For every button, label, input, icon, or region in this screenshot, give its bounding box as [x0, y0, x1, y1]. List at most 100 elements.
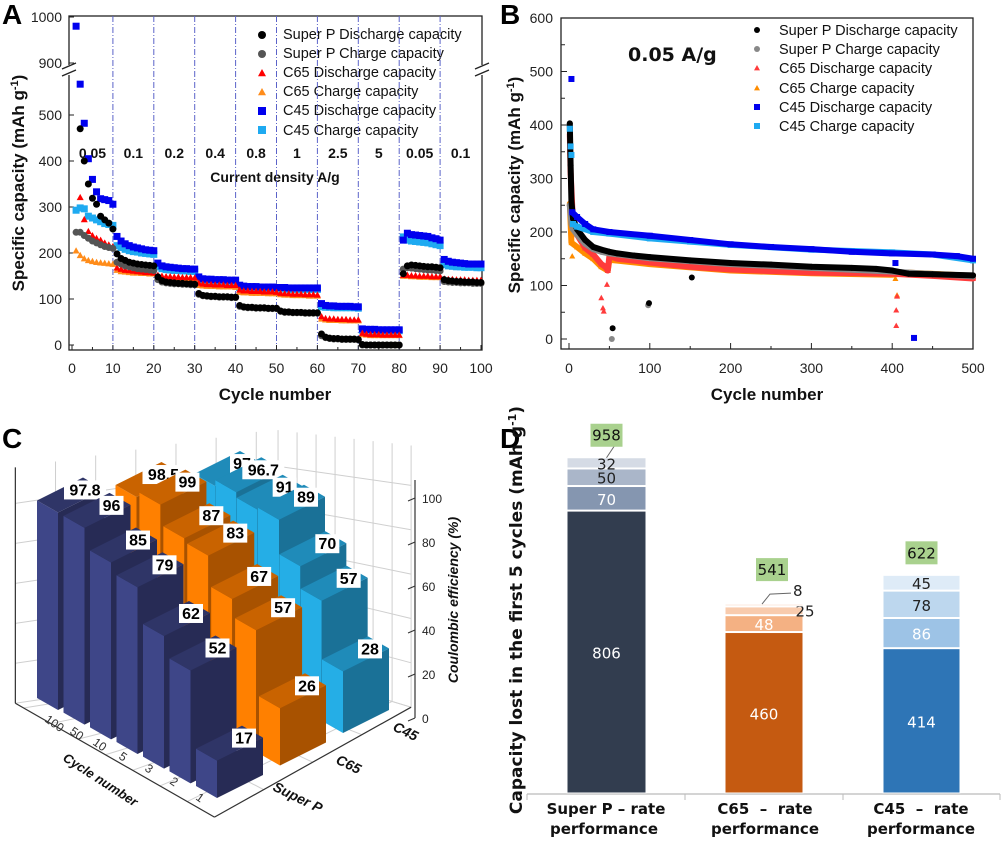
data-point	[465, 260, 473, 268]
data-point	[606, 248, 613, 255]
data-point	[970, 255, 976, 262]
bar-value-box	[336, 568, 361, 588]
legend-marker	[754, 65, 760, 71]
data-point	[215, 276, 223, 284]
data-point	[191, 265, 199, 273]
data-point	[80, 215, 88, 223]
panel-b-ylabel-main: Specific capacity (mAh g	[505, 92, 524, 293]
x-tick-label: 0	[565, 360, 573, 376]
data-point	[395, 326, 403, 334]
grid-line	[272, 464, 412, 486]
axis-break-mark	[61, 69, 77, 77]
z-tick-label: 20	[422, 668, 436, 682]
data-point	[599, 304, 606, 311]
panel-b-ylabel-sup: -1	[505, 82, 517, 92]
data-point	[566, 125, 573, 132]
data-point	[244, 283, 252, 291]
data-point	[473, 264, 481, 272]
z-tick	[407, 497, 416, 502]
data-point	[808, 269, 815, 276]
y-tick-label: 600	[530, 10, 554, 26]
total-value-box	[905, 541, 938, 565]
stacked-bar-segment	[724, 615, 804, 633]
bar-value-box	[199, 506, 224, 526]
category-label: C45 – rate	[873, 800, 968, 818]
legend-label: C65 Discharge capacity	[283, 65, 437, 81]
legend-label: C45 Discharge capacity	[283, 103, 437, 119]
data-point	[727, 260, 734, 267]
bar-side-face	[280, 685, 326, 766]
data-point	[894, 293, 901, 299]
panel-c-series-label-c45: C45	[391, 718, 421, 744]
x-tick-label: 30	[187, 360, 203, 376]
data-point	[154, 263, 162, 271]
data-point	[590, 251, 597, 257]
data-point	[183, 265, 191, 273]
data-point	[281, 284, 289, 291]
data-point	[893, 307, 900, 313]
legend-label: Super P Discharge capacity	[283, 27, 462, 43]
data-point	[88, 175, 96, 183]
panel-label-b: B	[500, 0, 520, 30]
y-tick-label: 100	[39, 291, 63, 307]
data-point	[117, 237, 125, 245]
data-point	[232, 281, 240, 288]
data-point	[568, 151, 575, 158]
data-point	[313, 291, 321, 298]
bar-value-label: 89	[297, 490, 315, 507]
bar-value-label: 87	[202, 508, 220, 525]
segment-value-label: 50	[597, 470, 616, 488]
data-point	[313, 284, 321, 292]
current-step-label: 0.05	[406, 145, 433, 161]
z-tick	[407, 541, 416, 546]
panel-a-xlabel: Cycle number	[219, 385, 332, 404]
y-tick-label: 400	[530, 117, 554, 133]
legend-label: Super P Charge capacity	[283, 46, 445, 62]
bar-value-label: 17	[235, 731, 253, 748]
data-point	[477, 278, 485, 286]
data-point	[399, 270, 407, 278]
bar-front-face	[235, 618, 257, 754]
axis-line	[15, 702, 215, 818]
data-point	[248, 283, 256, 291]
data-point	[688, 274, 695, 281]
total-value-box	[590, 423, 623, 447]
data-point	[646, 254, 653, 261]
data-point	[848, 264, 855, 271]
z-tick-label: 80	[422, 536, 436, 550]
data-point	[105, 219, 113, 227]
legend-marker	[258, 88, 266, 96]
data-point	[379, 326, 387, 334]
bar-value-label: 85	[129, 533, 147, 550]
segment-value-label: 70	[597, 491, 616, 509]
cycle-tick-label: 100	[42, 712, 67, 735]
panel-c-cycle-axis-label: Cycle number	[60, 750, 141, 810]
data-point	[403, 229, 411, 237]
data-point	[477, 260, 485, 268]
data-point	[252, 283, 260, 291]
data-point	[166, 263, 174, 271]
bar-value-label: 26	[298, 678, 316, 695]
data-point	[223, 276, 231, 284]
data-point	[727, 241, 734, 248]
data-point	[424, 232, 432, 240]
data-point	[367, 325, 375, 333]
stacked-bar-segment	[724, 603, 804, 607]
bar-3d: 26	[259, 673, 326, 766]
data-point	[452, 259, 460, 267]
data-point	[80, 157, 88, 165]
bar-value-box	[295, 676, 319, 696]
data-point	[158, 262, 166, 270]
data-point	[416, 238, 424, 246]
data-point	[80, 119, 88, 127]
panel-a-frame	[68, 15, 483, 351]
current-step-label: 0.4	[205, 145, 225, 161]
data-point	[342, 302, 350, 310]
data-point	[346, 302, 354, 310]
label-leader-line	[606, 445, 615, 459]
data-point	[358, 329, 366, 336]
cycle-tick-label: 1	[193, 790, 207, 805]
data-point	[727, 266, 734, 272]
data-point	[383, 326, 391, 334]
data-point	[602, 263, 609, 270]
